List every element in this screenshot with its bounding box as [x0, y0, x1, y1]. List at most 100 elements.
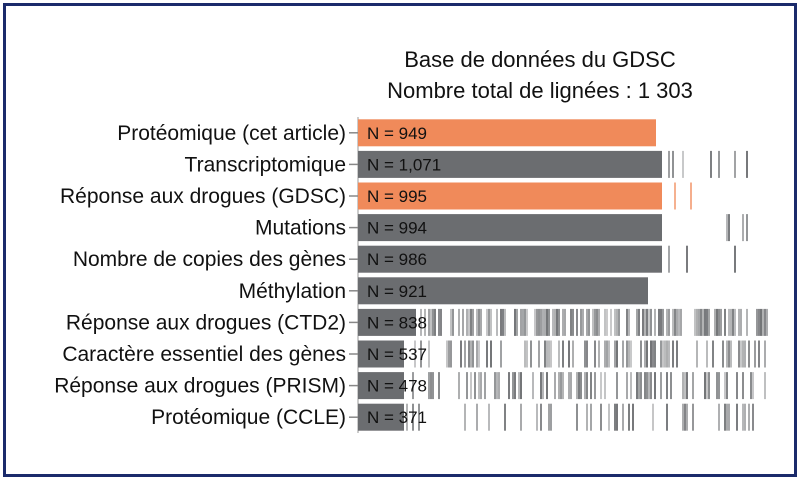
bar-stripe	[674, 308, 676, 336]
bar-stripe	[752, 372, 754, 400]
bar-stripe	[748, 340, 750, 368]
bar-stripe	[532, 372, 534, 400]
bar-stripe	[662, 340, 664, 368]
bar-stripe	[470, 372, 472, 400]
bar-stripe	[572, 308, 574, 336]
bar-stripe	[716, 308, 718, 336]
bar-stripe	[696, 308, 698, 336]
bar-stripe	[630, 340, 632, 368]
bar-stripe	[676, 340, 678, 368]
bar-stripe	[762, 308, 764, 336]
bar-stripe	[490, 308, 492, 336]
bar-stripe	[518, 372, 520, 400]
bar-stripe	[744, 403, 746, 431]
bar-stripe	[576, 308, 578, 336]
bar-stripe	[452, 308, 454, 336]
bar-stripe	[568, 372, 570, 400]
bar-stripe	[604, 372, 606, 400]
value-label: N = 994	[367, 219, 427, 238]
bar-stripe	[524, 308, 526, 336]
category-label: Réponse aux drogues (PRISM)	[54, 375, 346, 398]
bar-row-2	[358, 182, 692, 210]
bar-stripe	[614, 403, 616, 431]
bar-stripe	[480, 372, 482, 400]
bar-stripe	[666, 403, 668, 431]
bar-row-3	[358, 214, 748, 242]
bar-stripe	[554, 308, 556, 336]
bar-stripe	[430, 308, 432, 336]
bar-stripe	[478, 372, 480, 400]
bar-solid	[358, 308, 416, 336]
bar-stripe	[616, 403, 618, 431]
bar-stripe	[586, 308, 588, 336]
bar-stripe	[666, 340, 668, 368]
bar-stripe	[476, 403, 478, 431]
bar-stripe	[682, 372, 684, 400]
bar-stripe	[680, 308, 682, 336]
bar-stripe	[538, 308, 540, 336]
bar-stripe	[552, 308, 554, 336]
bar-stripe	[632, 403, 634, 431]
bar-stripe	[558, 372, 560, 400]
bar-stripe	[654, 340, 656, 368]
bar-row-9	[358, 403, 754, 431]
bar-stripe	[486, 340, 488, 368]
bar-stripe	[760, 308, 762, 336]
bar-stripe	[728, 403, 730, 431]
bar-stripe	[450, 308, 452, 336]
bar-stripe	[730, 308, 732, 336]
category-label: Protéomique (cet article)	[117, 122, 346, 145]
value-label: N = 949	[367, 124, 427, 143]
bar-stripe	[592, 308, 594, 336]
bar-stripe	[476, 340, 478, 368]
bar-stripe	[672, 150, 674, 178]
bar-stripe	[702, 308, 704, 336]
bar-stripe	[696, 340, 698, 368]
bar-stripe	[640, 340, 642, 368]
bar-stripe	[706, 340, 708, 368]
bar-stripe	[638, 372, 640, 400]
bar-stripe	[540, 372, 542, 400]
bar-stripe	[428, 340, 430, 368]
bar-stripe	[652, 340, 654, 368]
bar-stripe	[734, 308, 736, 336]
bar-stripe	[476, 308, 478, 336]
bar-solid	[358, 372, 404, 400]
bar-stripe	[628, 340, 630, 368]
bar-stripe	[562, 372, 564, 400]
bar-stripe	[464, 403, 466, 431]
bar-stripe	[428, 372, 430, 400]
bar-stripe	[520, 372, 522, 400]
bar-solid	[358, 245, 662, 273]
bar-stripe	[662, 308, 664, 336]
bar-stripe	[412, 403, 414, 431]
bar-stripe	[520, 403, 522, 431]
bar-stripe	[424, 308, 426, 336]
bar-stripe	[466, 308, 468, 336]
bar-stripe	[478, 308, 480, 336]
bar-stripe	[756, 308, 758, 336]
bar-stripe	[646, 372, 648, 400]
value-label: N = 371	[367, 408, 427, 427]
bar-stripe	[562, 340, 564, 368]
bar-stripe	[542, 372, 544, 400]
bar-stripe	[678, 308, 680, 336]
bar-stripe	[496, 372, 498, 400]
bar-stripe	[608, 403, 610, 431]
bar-stripe	[742, 372, 744, 400]
bar-stripe	[714, 308, 716, 336]
bar-stripe	[536, 308, 538, 336]
bar-stripe	[704, 308, 706, 336]
bar-stripe	[744, 340, 746, 368]
bar-stripe	[486, 308, 488, 336]
bar-stripe	[432, 308, 434, 336]
bar-stripe	[526, 308, 528, 336]
bar-stripe	[722, 340, 724, 368]
bar-stripe	[430, 372, 432, 400]
bar-stripe	[736, 372, 738, 400]
bar-stripe	[548, 403, 550, 431]
value-label: N = 986	[367, 250, 427, 269]
bar-stripe	[570, 372, 572, 400]
bar-stripe	[686, 403, 688, 431]
